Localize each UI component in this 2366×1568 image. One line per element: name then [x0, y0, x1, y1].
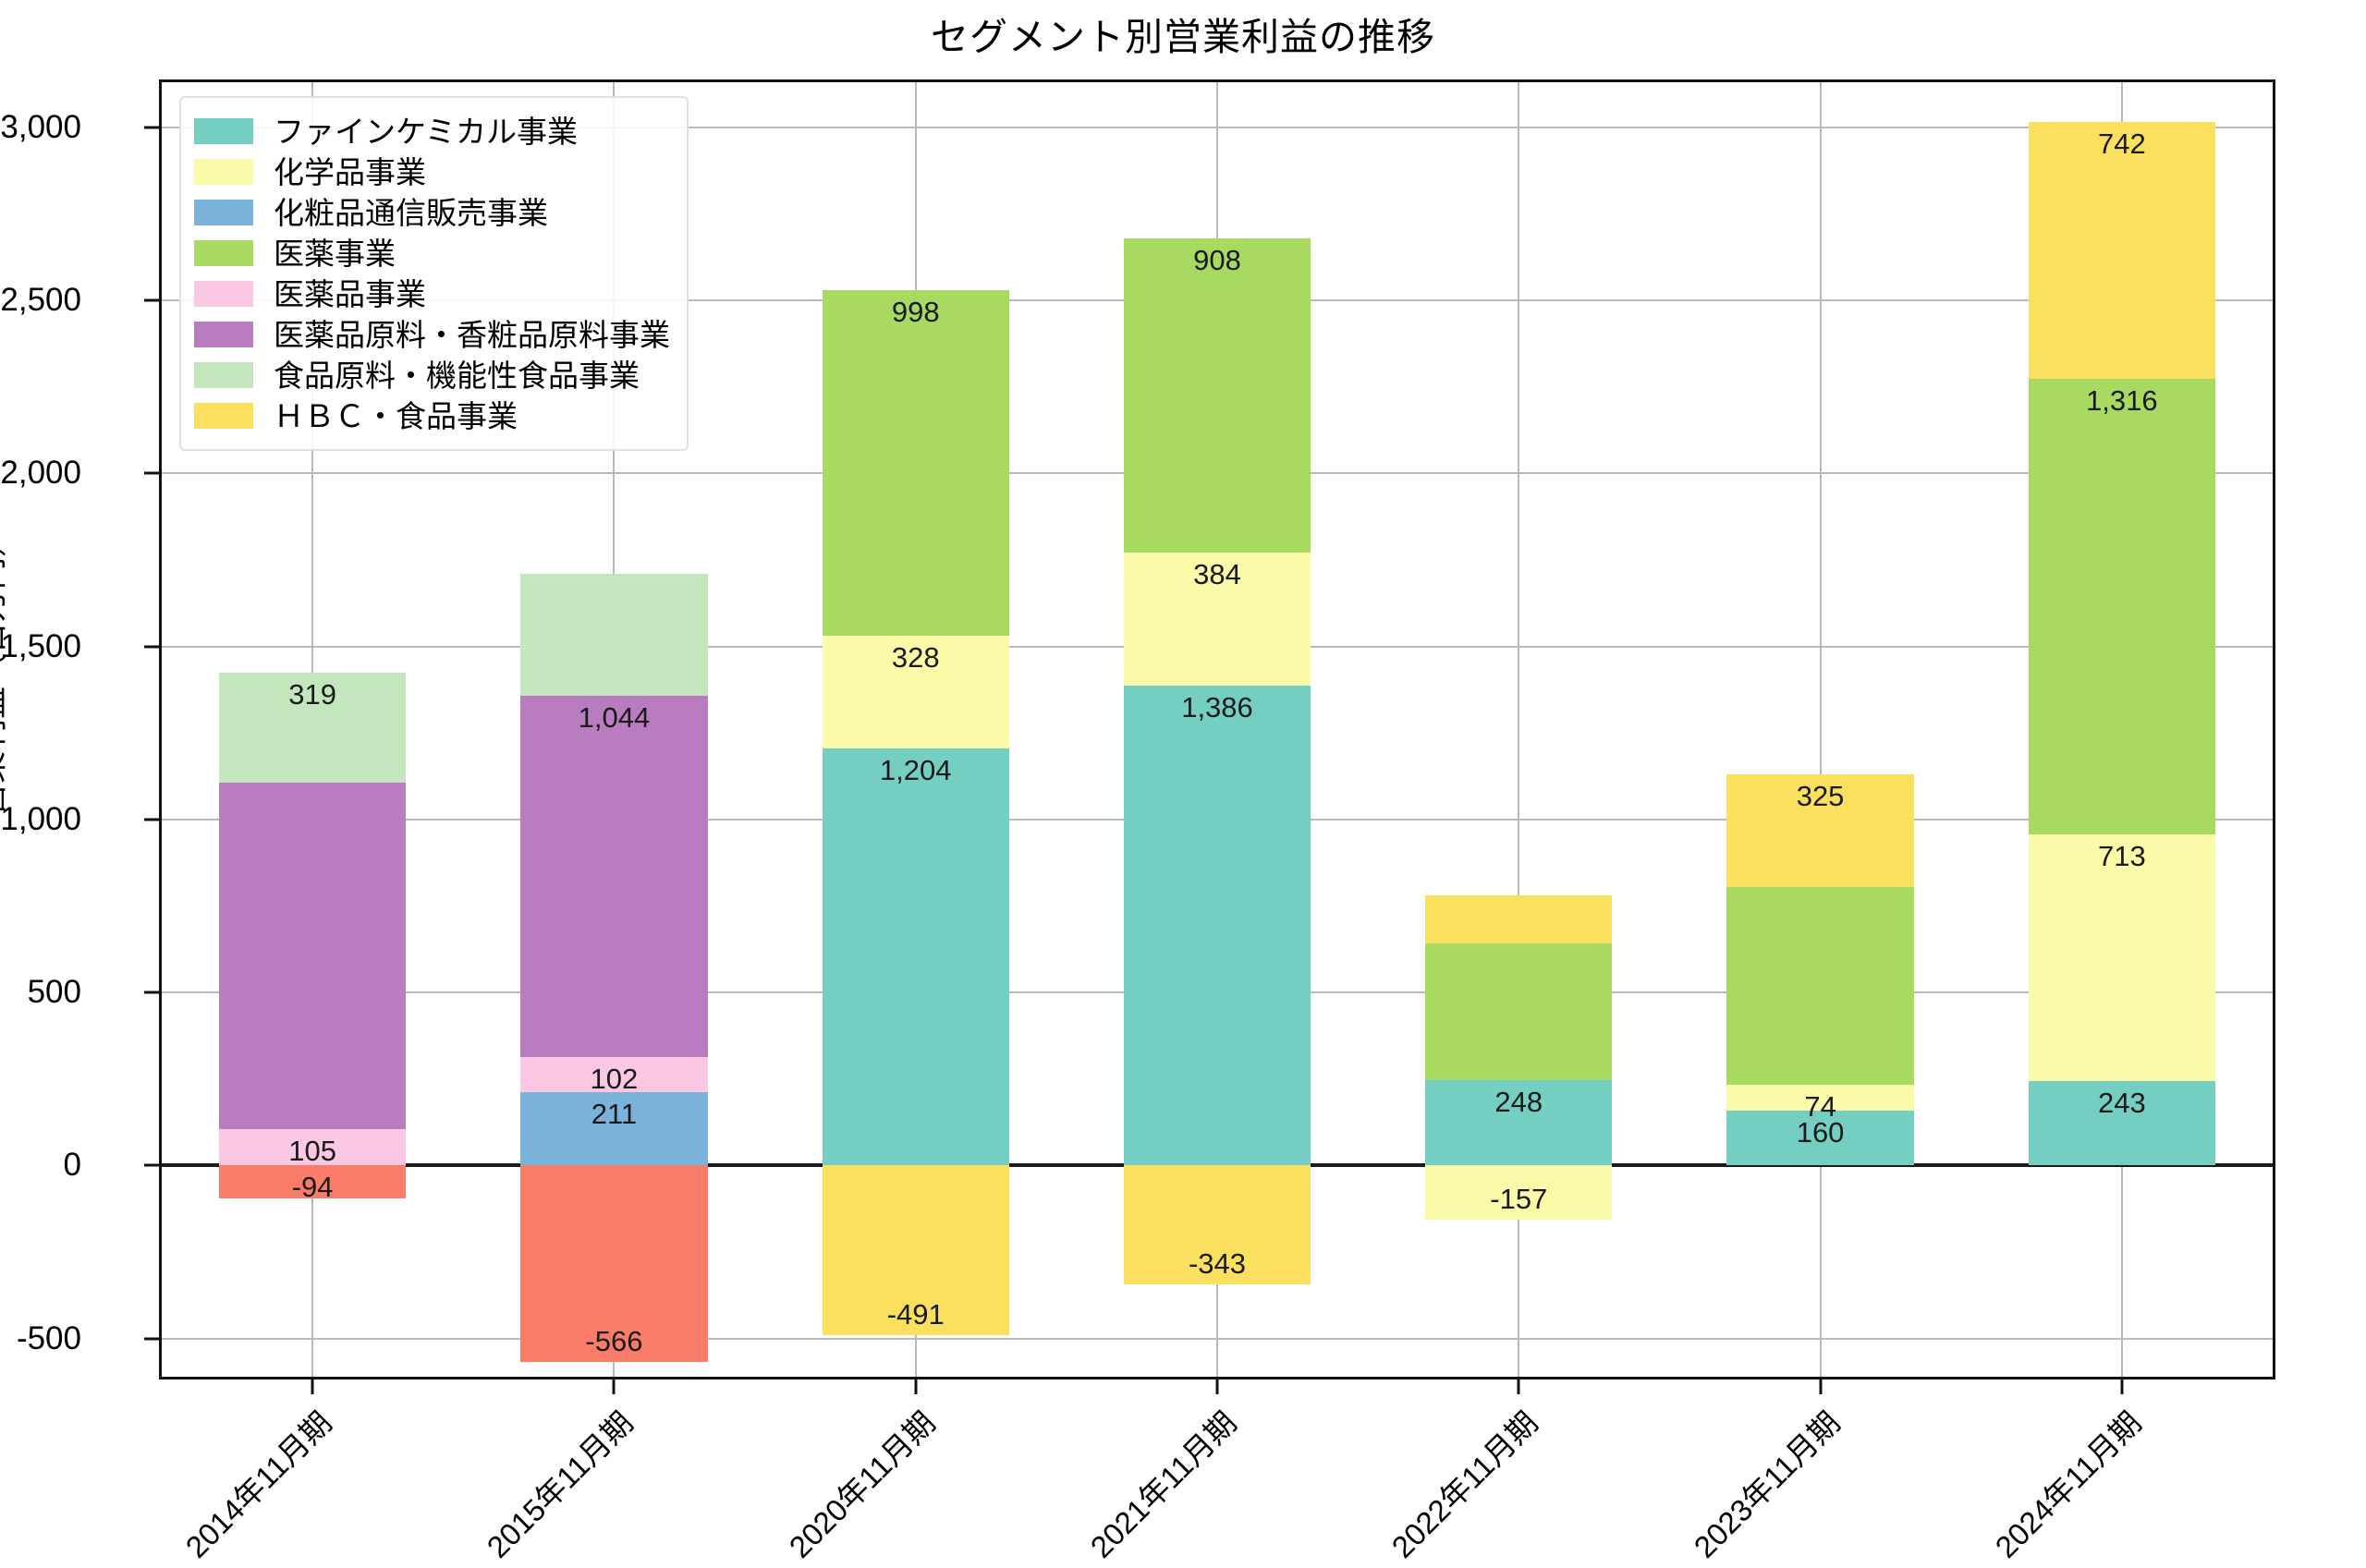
legend-swatch-icon — [194, 362, 253, 388]
legend: ファインケミカル事業 化学品事業化粧品通信販売事業 医薬事業医薬品事業医薬品原料・香… — [179, 96, 689, 451]
y-axis-tick-mark — [144, 645, 159, 649]
y-axis-tick-mark — [144, 471, 159, 475]
y-axis-tick-label: 1,500 — [0, 627, 81, 664]
legend-item-label: 医薬品事業 — [274, 276, 426, 311]
x-axis-tick-mark — [1215, 1380, 1219, 1394]
bar-segment[interactable] — [1726, 886, 1914, 1085]
bar-segment[interactable] — [1726, 1110, 1914, 1166]
plot-area: 105 319 -94 211 102 1,044 -566 1,204 328 998 -491 1… — [159, 79, 2275, 1380]
y-axis-tick-label: 2,500 — [0, 281, 81, 318]
legend-item-label: 食品原料・機能性食品事業 — [274, 358, 640, 393]
legend-swatch-icon — [194, 200, 253, 225]
x-axis-tick-label: 2021年11月期 — [1083, 1404, 1243, 1564]
x-axis-tick-mark — [2120, 1380, 2124, 1394]
legend-item-5[interactable]: 医薬品原料・香粧品原料事業 — [194, 314, 670, 355]
bar-segment[interactable] — [1123, 553, 1311, 687]
bar-segment[interactable] — [2028, 379, 2215, 835]
y-axis-tick-label: 3,000 — [0, 108, 81, 145]
x-axis-tick-label: 2015年11月期 — [480, 1404, 640, 1564]
y-axis-tick-mark — [144, 1337, 159, 1341]
bar-segment[interactable] — [822, 635, 1009, 749]
y-axis-tick-label: -500 — [16, 1319, 81, 1356]
y-axis-tick-mark — [144, 818, 159, 821]
gridline-vertical — [1518, 82, 1520, 1377]
legend-item-label: 化学品事業 — [274, 154, 426, 189]
x-axis-tick-label: 2020年11月期 — [782, 1404, 942, 1564]
y-axis-tick-mark — [144, 126, 159, 129]
bar-segment[interactable] — [2028, 834, 2215, 1082]
legend-swatch-icon — [194, 159, 253, 185]
bar-segment[interactable] — [1425, 1079, 1613, 1166]
bar-segment[interactable] — [1425, 894, 1613, 943]
y-axis-tick-label: 500 — [27, 974, 81, 1011]
bar-segment[interactable] — [822, 1165, 1009, 1336]
legend-item-3[interactable]: 医薬事業 — [194, 233, 670, 273]
bar-segment[interactable] — [1425, 943, 1613, 1080]
bar-segment[interactable] — [1123, 686, 1311, 1166]
bar-segment[interactable] — [1123, 1165, 1311, 1284]
x-axis-tick-mark — [1819, 1380, 1823, 1394]
x-axis-tick-mark — [914, 1380, 918, 1394]
x-axis-tick-label: 2022年11月期 — [1384, 1404, 1545, 1564]
bar-segment[interactable] — [520, 1165, 708, 1362]
bar-segment[interactable] — [520, 1057, 708, 1093]
x-axis-tick-label: 2014年11月期 — [178, 1404, 338, 1564]
bar-segment[interactable] — [2028, 122, 2215, 380]
bar-segment[interactable] — [520, 696, 708, 1058]
x-axis-tick-label: 2023年11月期 — [1687, 1404, 1847, 1564]
bar-segment[interactable] — [218, 783, 407, 1130]
x-axis-tick-mark — [1517, 1380, 1520, 1394]
legend-swatch-icon — [194, 403, 253, 429]
bar-segment[interactable] — [2028, 1081, 2215, 1166]
y-axis-tick-label: 1,000 — [0, 800, 81, 837]
bar-segment[interactable] — [822, 289, 1009, 636]
y-axis-tick-mark — [144, 1163, 159, 1167]
y-axis-label: 営業利益（百万円） — [0, 524, 10, 817]
x-axis-tick-label: 2024年11月期 — [1988, 1404, 2148, 1564]
legend-item-label: 医薬事業 — [274, 236, 396, 271]
bar-segment[interactable] — [520, 1092, 708, 1166]
y-axis-tick-mark — [144, 298, 159, 302]
x-axis-tick-mark — [311, 1380, 314, 1394]
bar-segment[interactable] — [218, 1129, 407, 1166]
legend-swatch-icon — [194, 281, 253, 307]
bar-segment[interactable] — [218, 1165, 407, 1198]
page-title: セグメント別営業利益の推移 — [931, 16, 1435, 58]
bar-segment[interactable] — [1726, 773, 1914, 887]
x-axis-tick-mark — [612, 1380, 616, 1394]
gridline-vertical — [1819, 82, 1822, 1377]
legend-item-0[interactable]: ファインケミカル事業 — [194, 111, 670, 152]
legend-swatch-icon — [194, 240, 253, 266]
legend-item-2[interactable]: 化粧品通信販売事業 — [194, 192, 670, 233]
legend-item-label: ＨＢＣ・食品事業 — [274, 398, 518, 433]
bar-segment[interactable] — [1123, 238, 1311, 553]
legend-swatch-icon — [194, 118, 253, 144]
legend-item-1[interactable]: 化学品事業 — [194, 152, 670, 192]
legend-item-label: ファインケミカル事業 — [274, 114, 579, 149]
legend-item-label: 医薬品原料・香粧品原料事業 — [274, 317, 670, 352]
legend-item-4[interactable]: 医薬品事業 — [194, 273, 670, 314]
legend-item-label: 化粧品通信販売事業 — [274, 195, 548, 230]
legend-item-7[interactable]: ＨＢＣ・食品事業 — [194, 395, 670, 436]
plot-inner: 105 319 -94 211 102 1,044 -566 1,204 328 998 -491 1… — [162, 82, 2273, 1377]
bar-segment[interactable] — [520, 574, 708, 697]
y-axis-tick-label: 2,000 — [0, 455, 81, 492]
legend-swatch-icon — [194, 322, 253, 347]
y-axis-tick-label: 0 — [63, 1147, 81, 1184]
y-axis-tick-mark — [144, 991, 159, 994]
bar-segment[interactable] — [822, 748, 1009, 1166]
bar-segment[interactable] — [218, 672, 407, 784]
bar-segment[interactable] — [1425, 1165, 1613, 1221]
bar-segment[interactable] — [1726, 1084, 1914, 1111]
legend-item-6[interactable]: 食品原料・機能性食品事業 — [194, 355, 670, 395]
